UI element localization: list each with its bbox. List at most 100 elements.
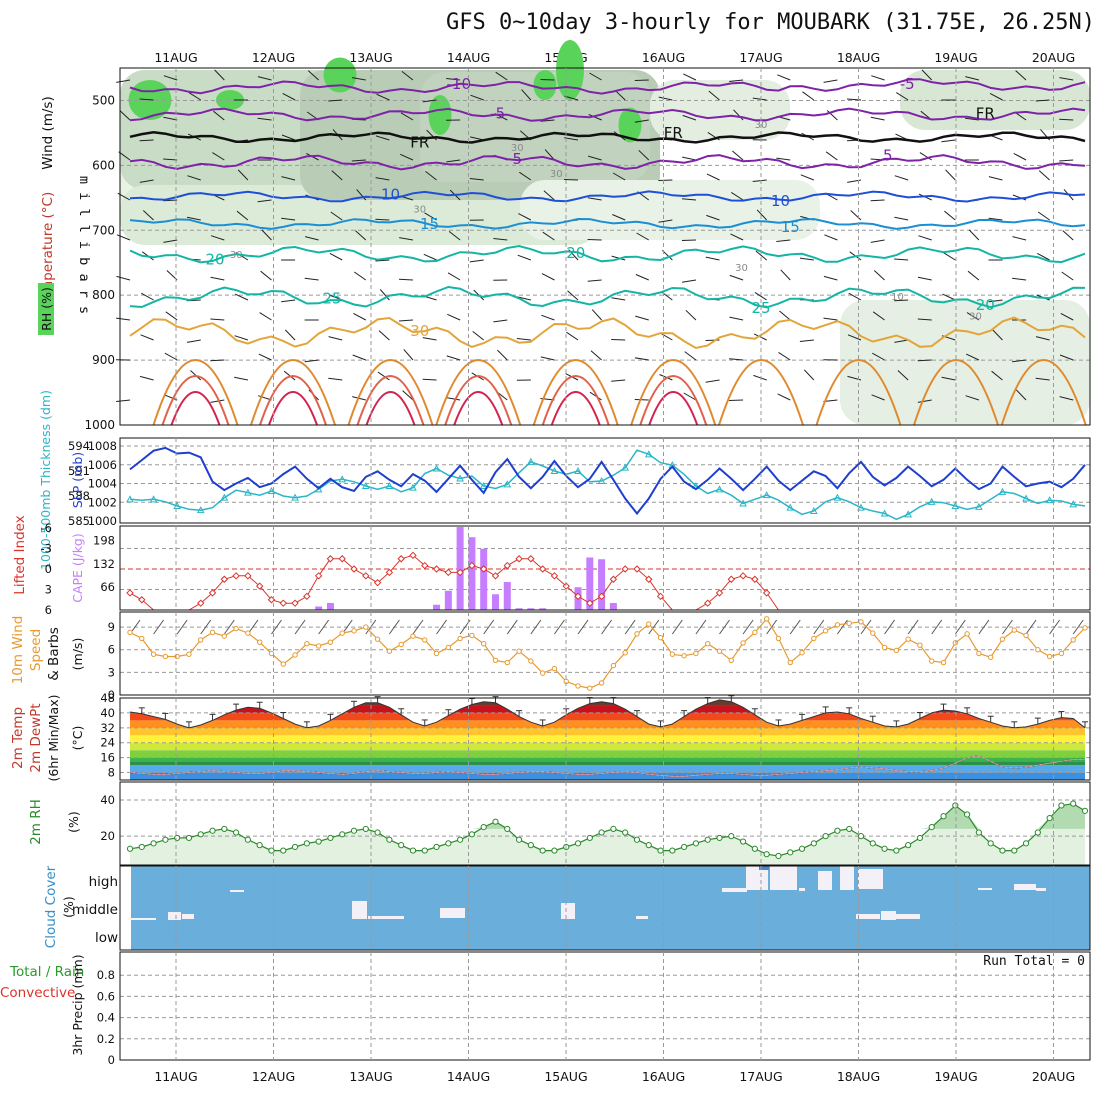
wind-speed-marker xyxy=(669,651,676,657)
wind-barb xyxy=(966,312,980,321)
wind-barb xyxy=(682,279,697,283)
pressure-tick-label: 1000 xyxy=(84,418,115,432)
wind-barb xyxy=(378,330,390,341)
surface-wind-barb xyxy=(1072,619,1084,635)
wind-barb xyxy=(942,293,956,301)
surface-wind-barb xyxy=(271,619,282,635)
rh-marker xyxy=(433,843,440,851)
wind-speed-marker xyxy=(999,636,1006,642)
wind-panel-frame xyxy=(119,611,1091,696)
lifted-index-marker xyxy=(291,599,299,607)
surface-wind-barb xyxy=(436,619,447,635)
rh-marker xyxy=(1022,840,1030,847)
wind-barb xyxy=(234,335,249,341)
lifted-index-marker xyxy=(527,555,535,563)
rh-marker xyxy=(692,840,700,847)
wind-speed-marker xyxy=(893,647,900,654)
lifted-index-marker xyxy=(244,572,252,580)
minmax-axis-label: (6hr Min/Max) xyxy=(46,695,61,782)
temperature-panel-frame xyxy=(119,697,1091,781)
wind-barb xyxy=(708,90,720,101)
cloud-cell xyxy=(131,918,156,920)
wind-speed-marker xyxy=(1011,627,1017,633)
wind-barb xyxy=(729,79,744,82)
warm-dome-contour xyxy=(250,359,336,426)
rh-high-region xyxy=(533,70,557,100)
rh-marker xyxy=(598,829,605,836)
wind-barb xyxy=(141,292,154,301)
temperature-band xyxy=(130,742,1085,751)
cape-bar xyxy=(468,537,476,610)
cape-bar xyxy=(480,548,488,610)
wind-barb xyxy=(705,256,720,261)
rh-marker xyxy=(1034,829,1041,836)
rh-marker xyxy=(327,834,334,842)
cloud-cell xyxy=(1014,884,1036,890)
slp-tick-label: 1008 xyxy=(88,439,117,453)
wind-barb xyxy=(331,170,343,181)
wind-barb xyxy=(257,76,272,81)
li-tick-label: 3 xyxy=(45,583,52,597)
cape-bar xyxy=(433,604,441,610)
temperature-contour xyxy=(129,78,1086,95)
wind-barb xyxy=(992,329,1003,341)
lifted-index-marker xyxy=(397,555,405,563)
rh-marker xyxy=(539,847,546,854)
temp-tick-label: 48 xyxy=(100,691,115,705)
wind-barb xyxy=(236,210,249,221)
rh-marker xyxy=(504,825,511,833)
wind-barb xyxy=(139,139,154,142)
temperature-axis-label: Temperature (°C) xyxy=(40,192,56,310)
wind-barb xyxy=(402,390,414,401)
surface-wind-barb xyxy=(1002,619,1013,635)
surface-wind-barb xyxy=(577,619,589,635)
wind-barb xyxy=(1062,230,1074,241)
warm-dome-contour xyxy=(550,391,601,426)
rh-marker xyxy=(515,836,523,843)
rh-high-region xyxy=(323,57,357,93)
lifted-index-marker xyxy=(255,582,264,590)
wind-barb xyxy=(518,213,532,221)
wind-barb xyxy=(563,179,579,181)
contour-label: 5 xyxy=(512,150,522,168)
lifted-index-marker xyxy=(656,592,665,601)
warm-dome-contour xyxy=(268,391,318,426)
rh-marker xyxy=(928,824,935,831)
temperature-contour xyxy=(129,154,1086,171)
wind-barb xyxy=(683,73,697,81)
wind-barb xyxy=(681,239,696,241)
cloud-panel-frame xyxy=(119,865,1091,951)
rh-marker xyxy=(975,829,982,836)
temp-tick-label: 40 xyxy=(100,706,115,720)
wind-barb xyxy=(587,239,602,241)
wind-barb xyxy=(683,392,697,401)
contour-label: 5 xyxy=(883,147,893,165)
warm-dome-contour xyxy=(356,375,425,426)
wind-barb xyxy=(116,275,131,281)
wind-speed-marker xyxy=(351,628,357,634)
lifted-index-marker xyxy=(373,578,382,587)
thickness-marker xyxy=(503,480,512,488)
rh-axis-label: RH (%) xyxy=(39,287,54,331)
contour-label: 10 xyxy=(891,292,904,303)
temperature-band xyxy=(130,735,1085,743)
chart-title: GFS 0~10day 3-hourly for MOUBARK (31.75E… xyxy=(445,10,1095,35)
wind-barb xyxy=(493,319,508,323)
wind-barb xyxy=(706,214,720,221)
wind-barb xyxy=(566,331,579,341)
top-date-label: 12AUG xyxy=(252,50,295,65)
wind-barb xyxy=(732,150,744,161)
cloud-cell xyxy=(770,866,797,890)
wind-speed-marker xyxy=(1070,637,1076,643)
wind-speed-marker xyxy=(398,641,404,648)
rh-marker xyxy=(1081,807,1089,814)
rh-marker xyxy=(669,847,676,854)
contour-label: 30 xyxy=(410,322,429,340)
li-tick-label: 6 xyxy=(45,603,52,617)
lifted-index-marker xyxy=(326,555,335,563)
wind-barb xyxy=(988,176,1003,181)
run-total-label: Run Total = 0 xyxy=(983,954,1085,969)
wind-barb xyxy=(612,214,626,221)
warm-dome-contour xyxy=(1000,359,1087,426)
wind-barb xyxy=(519,171,532,181)
